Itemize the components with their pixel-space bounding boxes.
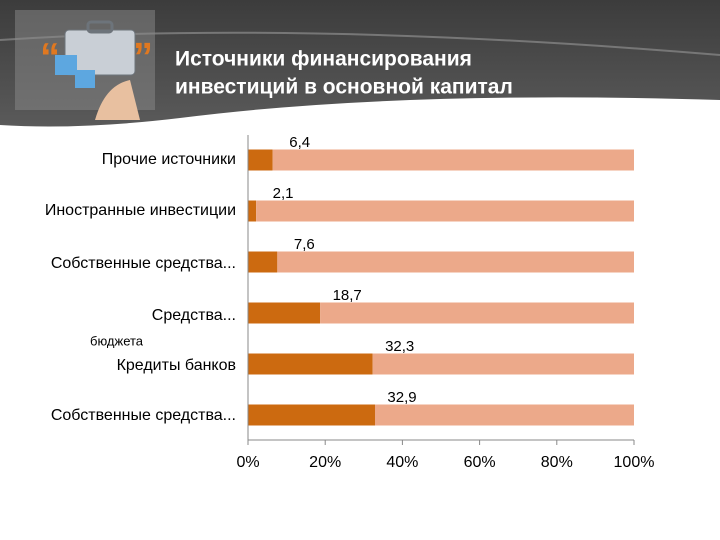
y-tick-label: Прочие источники <box>102 151 236 168</box>
data-label: 32,3 <box>385 338 414 355</box>
data-label: 2,1 <box>273 185 294 202</box>
x-tick-label: 0% <box>236 454 259 471</box>
x-tick-label: 60% <box>464 454 496 471</box>
data-label: 7,6 <box>294 236 315 253</box>
bar-segment <box>277 251 634 273</box>
chart-title: инвестиций в основной капитал <box>175 76 513 99</box>
x-tick-label: 20% <box>309 454 341 471</box>
bar-segment <box>320 302 634 324</box>
x-tick-label: 100% <box>614 454 655 471</box>
bar-segment <box>248 251 278 273</box>
x-tick-label: 40% <box>386 454 418 471</box>
bar-segment <box>374 404 634 426</box>
x-tick-label: 80% <box>541 454 573 471</box>
header-banner <box>0 0 720 127</box>
bar-segment <box>272 149 634 171</box>
svg-text:”: ” <box>133 36 153 80</box>
bar-segment <box>372 353 634 375</box>
annotation: бюджета <box>90 333 144 348</box>
bar-segment <box>248 353 373 375</box>
data-label: 18,7 <box>333 287 362 304</box>
data-label: 32,9 <box>387 389 416 406</box>
chart-title: Источники финансирования <box>175 48 472 71</box>
bar-segment <box>248 302 321 324</box>
svg-text:“: “ <box>40 36 60 80</box>
header-image: “ ” <box>15 10 155 120</box>
y-tick-label: Собственные средства... <box>51 407 236 424</box>
y-tick-label: Кредиты банков <box>117 357 236 374</box>
bar-segment <box>248 149 273 171</box>
y-tick-label: Иностранные инвестиции <box>45 202 236 219</box>
bar-segment <box>248 200 257 222</box>
bar-segment <box>256 200 634 222</box>
y-tick-label: Средства... <box>152 307 236 324</box>
bar-segment <box>248 404 375 426</box>
y-tick-label: Собственные средства... <box>51 255 236 272</box>
data-label: 6,4 <box>289 134 310 151</box>
